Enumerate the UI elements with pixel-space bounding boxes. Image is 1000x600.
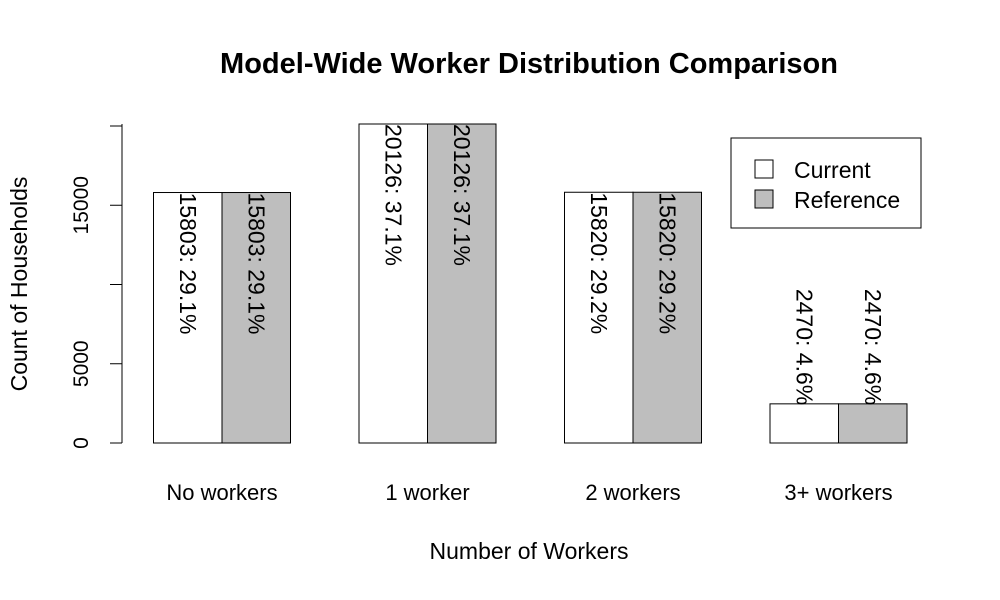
bars: 15803: 29.1% 15803: 29.1% 20126: 37.1% 2012… bbox=[153, 123, 908, 444]
y-axis: 0 5000 15000 bbox=[70, 124, 123, 449]
bar-current-1 bbox=[153, 192, 223, 444]
x-category-label: 1 worker bbox=[385, 480, 469, 505]
bar-value-label: 15820: 29.2% bbox=[654, 192, 680, 334]
bar-reference-1 bbox=[221, 192, 291, 444]
bar-value-label: 15803: 29.1% bbox=[243, 193, 269, 335]
x-category-label: No workers bbox=[166, 480, 277, 505]
bar-current-2 bbox=[358, 123, 428, 444]
legend-swatch-reference bbox=[754, 189, 774, 209]
chart-title: Model-Wide Worker Distribution Compariso… bbox=[220, 48, 838, 80]
bar-value-label: 15803: 29.1% bbox=[175, 193, 201, 335]
bar-value-label: 2470: 4.6% bbox=[860, 289, 886, 405]
bar-value-label: 20126: 37.1% bbox=[449, 124, 475, 266]
bar-reference-3 bbox=[632, 191, 702, 444]
legend-label-reference: Reference bbox=[794, 187, 900, 213]
bar-current-3 bbox=[564, 191, 634, 444]
y-tick-label: 0 bbox=[70, 437, 93, 449]
y-axis-label: Count of Households bbox=[6, 177, 32, 392]
y-tick-label: 15000 bbox=[70, 176, 93, 234]
x-axis-categories: No workers 1 worker 2 workers 3+ workers bbox=[166, 480, 892, 505]
legend-label-current: Current bbox=[794, 157, 871, 183]
legend: Current Reference bbox=[730, 137, 922, 229]
legend-box bbox=[730, 137, 922, 229]
bar-value-label: 2470: 4.6% bbox=[791, 289, 817, 405]
y-tick-label: 5000 bbox=[70, 340, 93, 387]
x-category-label: 2 workers bbox=[585, 480, 680, 505]
bar-reference-4 bbox=[838, 403, 908, 444]
x-category-label: 3+ workers bbox=[784, 480, 892, 505]
legend-swatch-current bbox=[754, 159, 774, 179]
x-axis-label: Number of Workers bbox=[430, 538, 629, 564]
bar-reference-2 bbox=[427, 123, 497, 444]
bar-value-label: 15820: 29.2% bbox=[586, 192, 612, 334]
bar-value-label: 20126: 37.1% bbox=[380, 124, 406, 266]
bar-current-4 bbox=[769, 403, 839, 444]
